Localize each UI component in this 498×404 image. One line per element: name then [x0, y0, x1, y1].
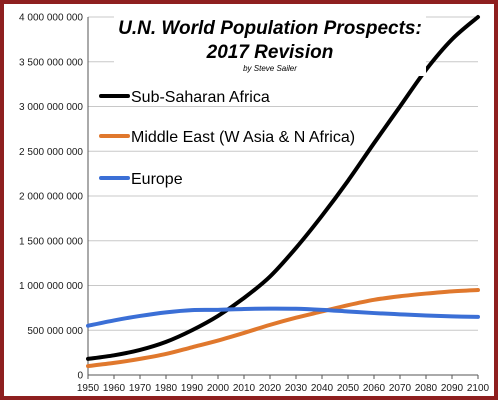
x-tick-label: 2060 [363, 383, 386, 394]
x-tick-label: 1960 [103, 383, 126, 394]
x-tick-label: 1950 [77, 383, 100, 394]
legend-label: Europe [131, 171, 183, 188]
x-tick-label: 2030 [285, 383, 308, 394]
x-tick-label: 2000 [207, 383, 230, 394]
population-line-chart: 0 500 000 000 1 000 000 000 1 500 000 000 2 … [19, 12, 490, 394]
chart-title-line2: 2017 Revision [206, 42, 334, 63]
y-tick-label: 0 [77, 371, 83, 382]
x-tick-label: 1990 [181, 383, 204, 394]
legend: Sub-Saharan Africa Middle East (W Asia & … [99, 89, 355, 188]
series-line-2 [86, 306, 480, 328]
y-tick-label: 500 000 000 [27, 326, 83, 337]
y-tick-label: 1 500 000 000 [19, 236, 83, 247]
x-tick-label: 1970 [129, 383, 152, 394]
series-lines [86, 15, 480, 369]
y-tick-label: 2 500 000 000 [19, 147, 83, 158]
x-tick-label: 2090 [441, 383, 464, 394]
series-line-0 [86, 15, 480, 361]
y-tick-label: 2 000 000 000 [19, 192, 83, 203]
axes [87, 17, 478, 376]
x-tick-label: 2020 [259, 383, 282, 394]
x-tick-label: 1980 [155, 383, 178, 394]
y-axis-ticks: 0 500 000 000 1 000 000 000 1 500 000 000 2 … [19, 13, 83, 382]
y-tick-label: 4 000 000 000 [19, 13, 83, 24]
x-tick-label: 2100 [467, 383, 490, 394]
y-tick-label: 3 500 000 000 [19, 57, 83, 68]
legend-label: Sub-Saharan Africa [131, 89, 270, 106]
x-tick-label: 2040 [311, 383, 334, 394]
y-tick-label: 1 000 000 000 [19, 281, 83, 292]
x-tick-label: 2050 [337, 383, 360, 394]
series-line-1 [86, 287, 480, 369]
y-tick-label: 3 000 000 000 [19, 102, 83, 113]
chart-credit: by Steve Sailer [243, 64, 297, 73]
title-background [114, 12, 426, 76]
x-tick-label: 2080 [415, 383, 438, 394]
x-tick-label: 2010 [233, 383, 256, 394]
legend-label: Middle East (W Asia & N Africa) [131, 129, 355, 146]
x-axis-ticks: 1950 1960 1970 1980 1990 2000 2010 2020 2030 2040… [77, 375, 490, 394]
chart-title-line1: U.N. World Population Prospects: [118, 18, 422, 39]
x-tick-label: 2070 [389, 383, 412, 394]
